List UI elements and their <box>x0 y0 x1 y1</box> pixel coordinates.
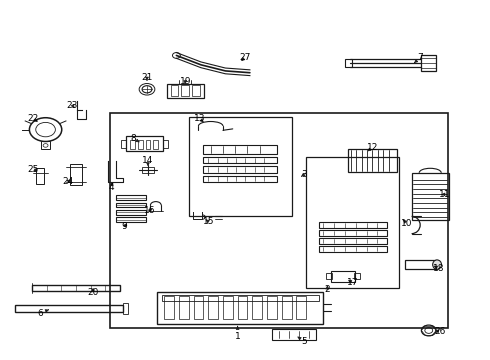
Bar <box>179 296 189 319</box>
Text: 10: 10 <box>401 219 413 228</box>
Bar <box>142 167 154 173</box>
Bar <box>32 285 120 291</box>
Bar <box>203 157 277 163</box>
Text: 22: 22 <box>28 114 39 123</box>
Bar <box>238 296 247 319</box>
Bar <box>146 140 150 149</box>
Text: 8: 8 <box>130 134 139 143</box>
Bar <box>326 273 332 279</box>
Text: 27: 27 <box>239 53 251 62</box>
Text: 12: 12 <box>367 143 378 152</box>
Text: 13: 13 <box>194 114 206 123</box>
Bar <box>70 164 82 185</box>
Bar <box>348 148 397 172</box>
Bar <box>116 203 146 207</box>
Bar <box>203 145 277 154</box>
Text: 23: 23 <box>67 101 78 110</box>
Text: 2: 2 <box>324 285 330 294</box>
Ellipse shape <box>433 260 441 269</box>
Bar <box>126 136 163 151</box>
Bar <box>296 296 306 319</box>
Text: 21: 21 <box>141 73 153 82</box>
Bar <box>41 141 50 149</box>
Bar <box>318 230 387 236</box>
Bar <box>15 305 122 312</box>
Bar <box>162 295 318 301</box>
Text: 9: 9 <box>121 222 127 231</box>
Bar <box>167 84 204 98</box>
Bar <box>203 166 277 173</box>
Bar <box>267 296 277 319</box>
Bar <box>36 168 44 184</box>
Bar <box>116 210 146 215</box>
Bar <box>405 260 437 269</box>
Bar <box>331 271 355 282</box>
Bar <box>138 140 143 149</box>
Bar <box>181 85 189 96</box>
Text: 6: 6 <box>37 309 49 318</box>
Bar <box>116 195 146 200</box>
Text: 15: 15 <box>202 217 214 226</box>
Bar <box>306 157 399 288</box>
Bar <box>272 329 316 340</box>
Text: 17: 17 <box>347 278 359 287</box>
Text: 26: 26 <box>434 327 446 336</box>
Text: 14: 14 <box>142 156 154 166</box>
Bar <box>318 222 387 228</box>
Bar <box>421 55 436 71</box>
Text: 5: 5 <box>298 337 307 346</box>
Bar <box>194 296 203 319</box>
Bar <box>189 117 292 216</box>
Text: 1: 1 <box>235 327 241 341</box>
Bar <box>192 85 200 96</box>
Bar <box>153 140 158 149</box>
Bar <box>354 273 360 279</box>
Bar <box>110 113 448 328</box>
Bar <box>121 140 126 148</box>
Bar <box>122 303 128 314</box>
Bar <box>318 246 387 252</box>
Bar <box>130 140 135 149</box>
Text: 24: 24 <box>62 177 73 186</box>
Bar <box>171 85 178 96</box>
Text: 19: 19 <box>179 77 191 86</box>
Bar <box>208 296 218 319</box>
Bar <box>282 296 292 319</box>
Bar <box>116 217 146 222</box>
Text: 25: 25 <box>27 165 39 174</box>
Text: 4: 4 <box>109 183 115 192</box>
Bar <box>223 296 233 319</box>
Text: 11: 11 <box>439 190 451 199</box>
Text: 16: 16 <box>144 206 156 215</box>
Bar <box>318 238 387 244</box>
Text: 20: 20 <box>87 288 99 297</box>
Text: 7: 7 <box>415 53 423 63</box>
Bar <box>163 140 168 148</box>
Text: 18: 18 <box>433 264 444 273</box>
Bar <box>345 59 352 67</box>
Bar <box>252 296 262 319</box>
Text: 3: 3 <box>301 170 307 179</box>
Bar <box>164 296 174 319</box>
Bar <box>412 173 449 220</box>
Bar <box>157 292 323 324</box>
Bar <box>203 176 277 182</box>
